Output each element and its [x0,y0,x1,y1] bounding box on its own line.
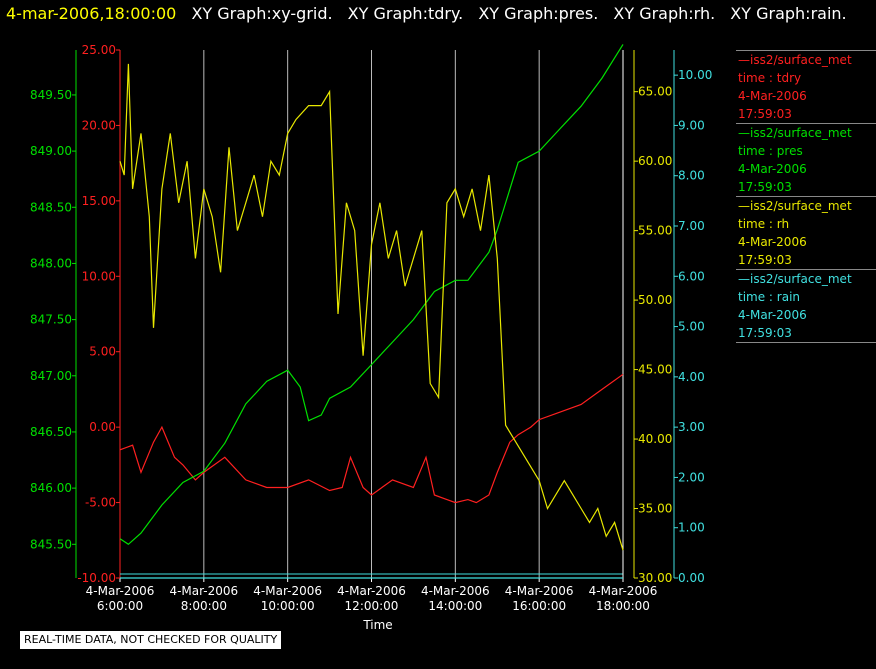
series-lines [119,44,624,579]
y-tick-label-rh: 60.00 [638,154,672,168]
legend-entry-tdry[interactable]: —iss2/surface_met time : tdry 4-Mar-2006… [736,50,876,123]
y-tick-label-tdry: -10.00 [77,571,116,585]
title-graph-xy-grid: XY Graph:xy-grid. [191,4,333,23]
y-tick-label-rh: 50.00 [638,293,672,307]
legend-time: 17:59:03 [738,253,792,267]
y-tick-label-pres: 849.00 [30,144,72,158]
x-tick-label-date: 4-Mar-2006 [169,584,238,598]
legend-time: 17:59:03 [738,107,792,121]
legend-source: —iss2/surface_met [738,272,852,286]
x-tick-label-time: 12:00:00 [345,599,399,613]
y-tick-label-rain: 9.00 [678,118,705,132]
legend-entry-pres[interactable]: —iss2/surface_met time : pres 4-Mar-2006… [736,123,876,196]
x-tick-label-date: 4-Mar-2006 [86,584,155,598]
y-tick-label-rain: 0.00 [678,571,705,585]
y-tick-label-tdry: 0.00 [89,420,116,434]
legend-field: time : rain [738,290,801,304]
y-tick-label-pres: 846.50 [30,425,72,439]
graph-title-bar: 4-mar-2006,18:00:00 XY Graph:xy-grid. XY… [6,3,847,25]
y-tick-label-rain: 2.00 [678,470,705,484]
legend-source: —iss2/surface_met [738,199,852,213]
y-tick-label-tdry: 15.00 [82,194,116,208]
y-tick-label-rh: 65.00 [638,85,672,99]
grid-lines [203,50,540,578]
y-tick-label-tdry: 10.00 [82,269,116,283]
y-tick-label-pres: 845.50 [30,537,72,551]
x-tick-label-date: 4-Mar-2006 [337,584,406,598]
legend-entry-rh[interactable]: —iss2/surface_met time : rh 4-Mar-2006 1… [736,196,876,269]
legend-date: 4-Mar-2006 [738,308,807,322]
legend-source: —iss2/surface_met [738,53,852,67]
legend-time: 17:59:03 [738,326,792,340]
x-tick-label-date: 4-Mar-2006 [589,584,658,598]
title-timestamp: 4-mar-2006,18:00:00 [6,4,177,23]
legend: —iss2/surface_met time : tdry 4-Mar-2006… [736,50,876,343]
x-tick-label-time: 18:00:00 [596,599,650,613]
y-tick-label-pres: 847.50 [30,313,72,327]
legend-field: time : pres [738,144,803,158]
y-tick-label-rain: 10.00 [678,68,712,82]
y-tick-label-tdry: 20.00 [82,118,116,132]
x-tick-label-date: 4-Mar-2006 [253,584,322,598]
legend-source: —iss2/surface_met [738,126,852,140]
axes: 4-Mar-20066:00:004-Mar-20068:00:004-Mar-… [30,43,712,613]
y-tick-label-rh: 55.00 [638,224,672,238]
y-tick-label-rain: 4.00 [678,370,705,384]
y-tick-label-rh: 30.00 [638,571,672,585]
y-tick-label-rain: 6.00 [678,269,705,283]
x-tick-label-time: 10:00:00 [261,599,315,613]
y-tick-label-rain: 1.00 [678,521,705,535]
x-tick-label-time: 14:00:00 [428,599,482,613]
y-tick-label-pres: 846.00 [30,481,72,495]
x-tick-label-time: 8:00:00 [181,599,227,613]
y-tick-label-pres: 848.00 [30,256,72,270]
x-tick-label-time: 6:00:00 [97,599,143,613]
x-tick-label-time: 16:00:00 [512,599,566,613]
y-tick-label-pres: 849.50 [30,88,72,102]
legend-field: time : rh [738,217,790,231]
legend-date: 4-Mar-2006 [738,235,807,249]
series-line-rh [119,63,624,551]
y-tick-label-rain: 3.00 [678,420,705,434]
title-graph-tdry: XY Graph:tdry. [347,4,464,23]
title-graph-pres: XY Graph:pres. [478,4,599,23]
legend-field: time : tdry [738,71,802,85]
y-tick-label-rh: 40.00 [638,432,672,446]
series-line-tdry [119,373,624,504]
quality-disclaimer: REAL-TIME DATA, NOT CHECKED FOR QUALITY [20,631,282,649]
legend-date: 4-Mar-2006 [738,162,807,176]
y-tick-label-rain: 7.00 [678,219,705,233]
x-tick-label-date: 4-Mar-2006 [421,584,490,598]
y-tick-label-rain: 5.00 [678,320,705,334]
title-graph-rain: XY Graph:rain. [730,4,847,23]
x-tick-label-date: 4-Mar-2006 [505,584,574,598]
legend-entry-rain[interactable]: —iss2/surface_met time : rain 4-Mar-2006… [736,269,876,343]
title-graph-rh: XY Graph:rh. [613,4,716,23]
y-tick-label-tdry: 25.00 [82,43,116,57]
y-tick-label-rain: 8.00 [678,169,705,183]
x-axis-label: Time [362,618,392,632]
legend-time: 17:59:03 [738,180,792,194]
y-tick-label-tdry: -5.00 [85,496,116,510]
y-tick-label-rh: 35.00 [638,502,672,516]
y-tick-label-tdry: 5.00 [89,345,116,359]
y-tick-label-pres: 848.50 [30,200,72,214]
y-tick-label-rh: 45.00 [638,363,672,377]
series-line-pres [119,44,624,546]
legend-date: 4-Mar-2006 [738,89,807,103]
y-tick-label-pres: 847.00 [30,369,72,383]
